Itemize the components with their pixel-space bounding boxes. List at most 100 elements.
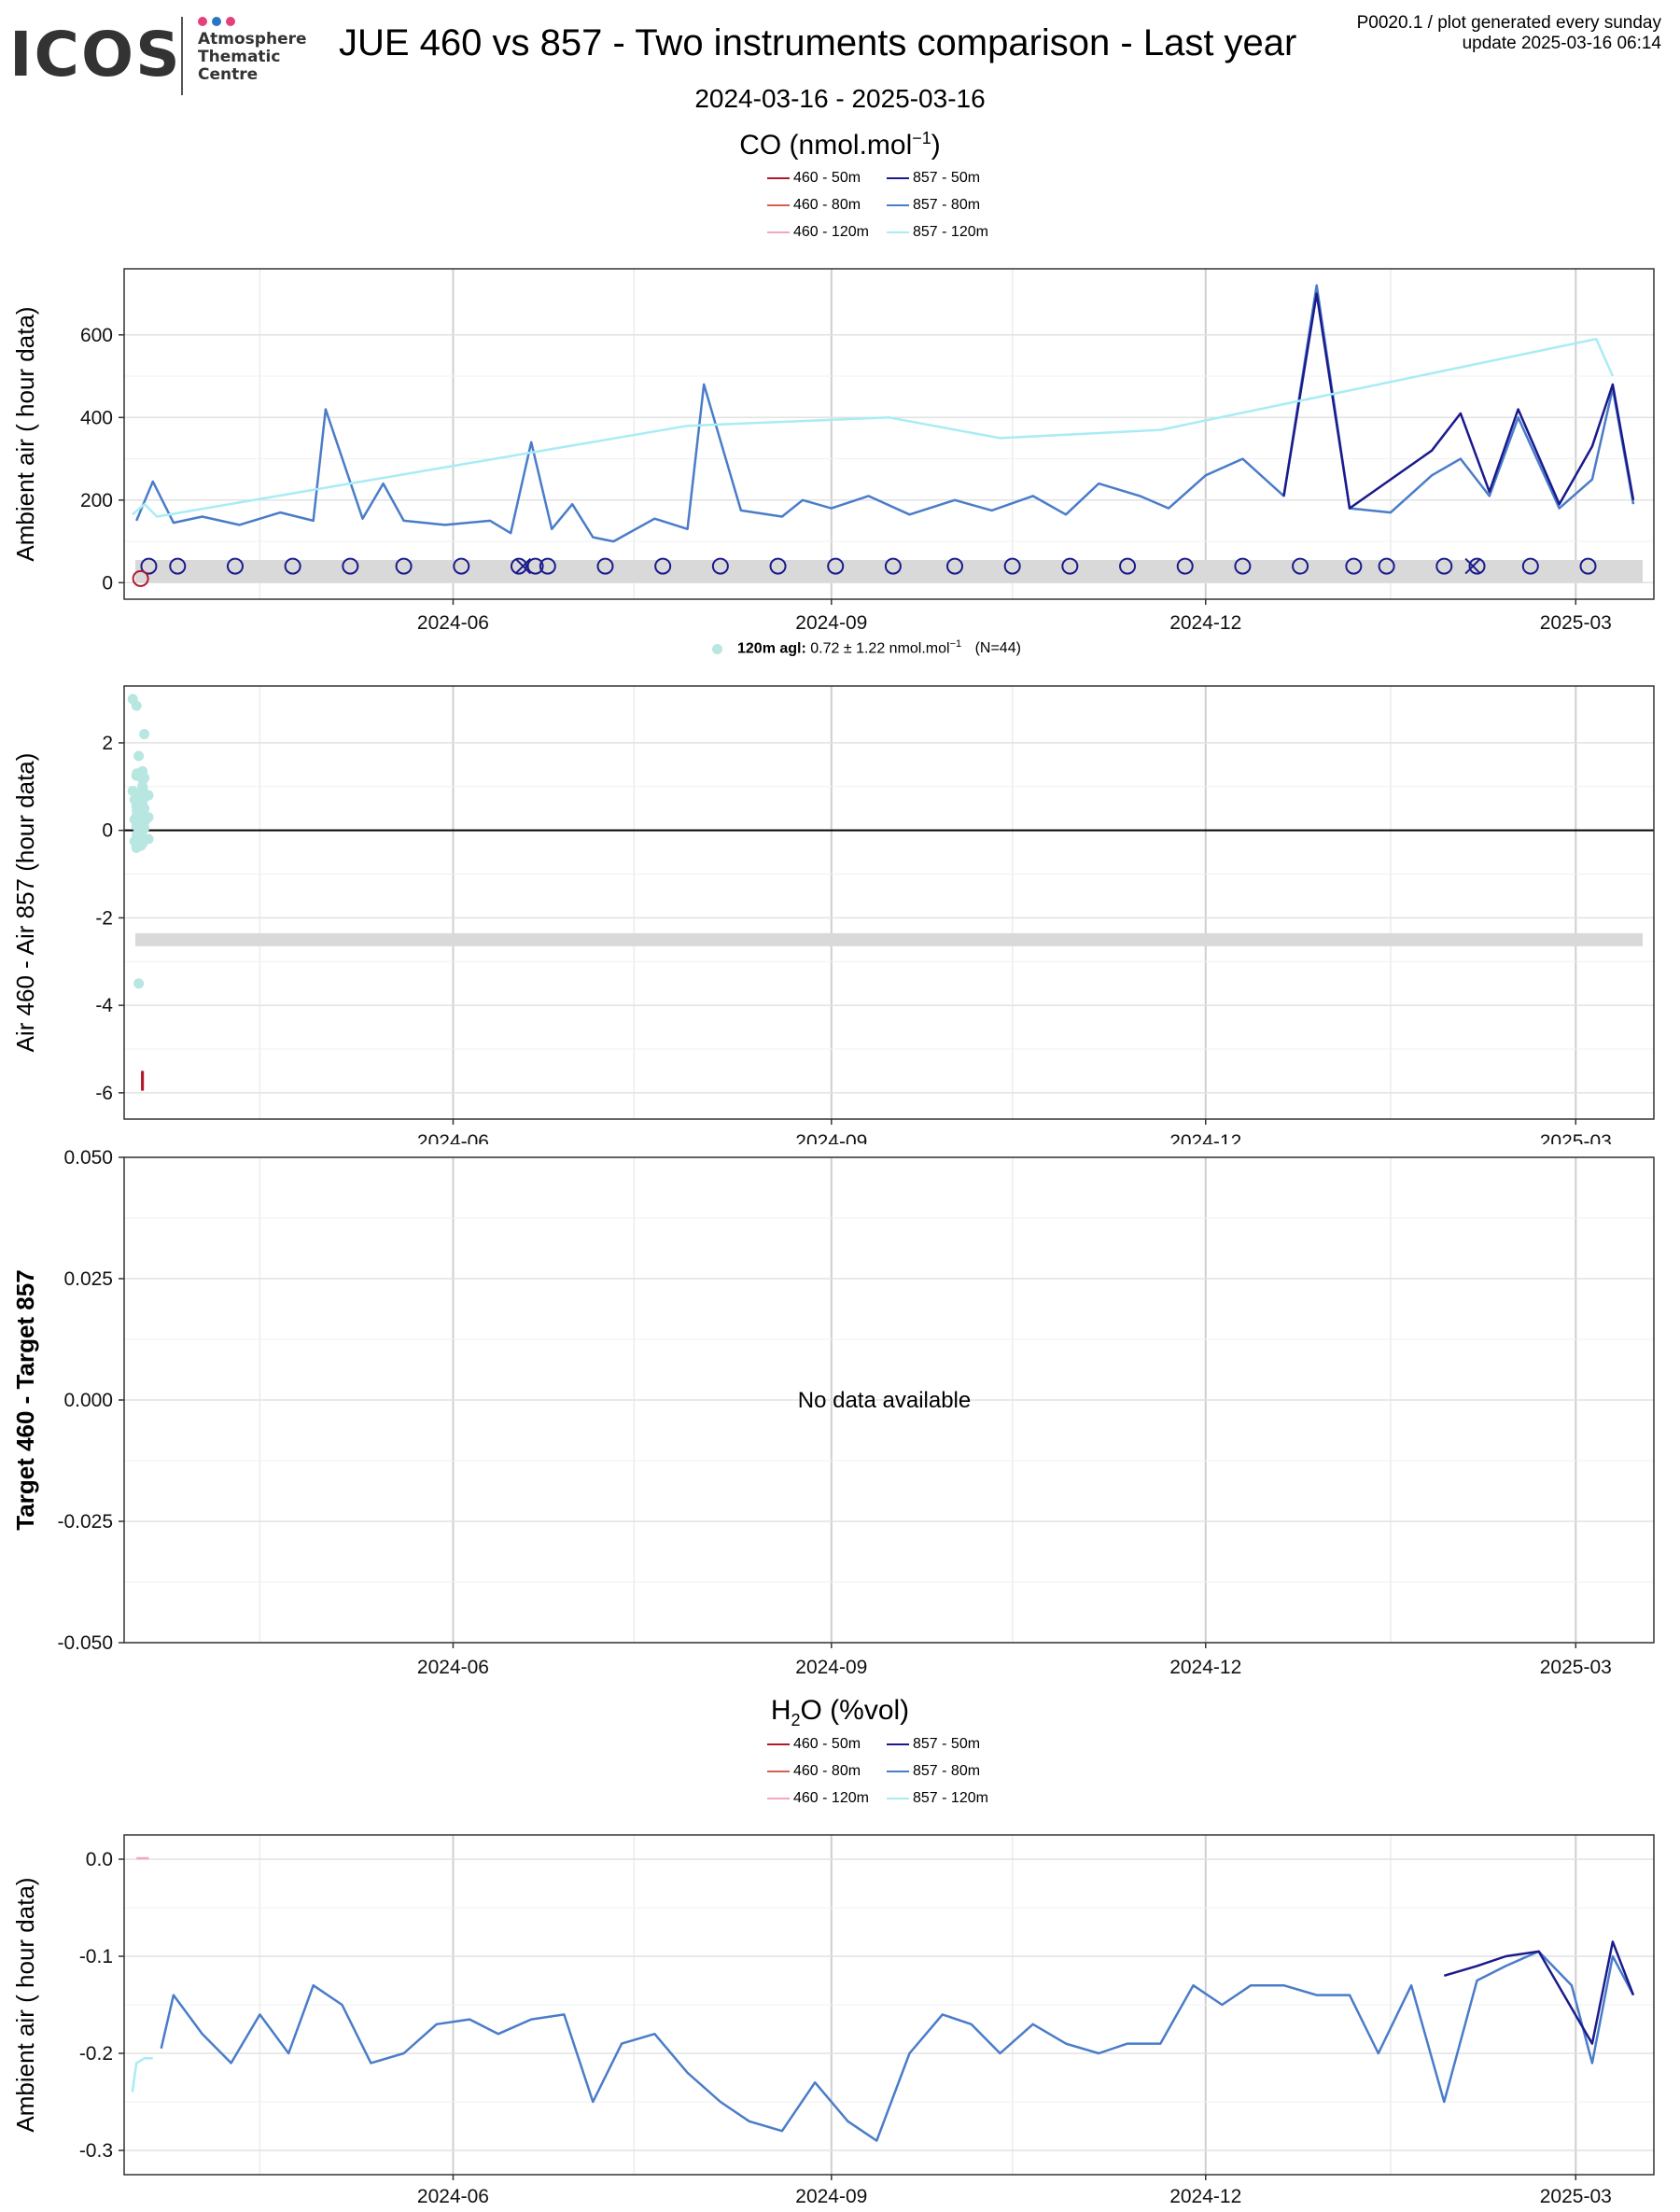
plot-border (123, 1156, 1655, 1644)
y-axis-label: Air 460 - Air 857 (hour data) (11, 753, 39, 1053)
data-point (133, 978, 145, 989)
h2o-title-end: O (%vol) (800, 1695, 910, 1726)
diff-legend-n: (N=44) (974, 640, 1021, 657)
reference-band (135, 932, 1643, 946)
co-legend-label: 460 - 50m (793, 170, 861, 186)
data-point (132, 805, 143, 817)
diff-legend-bold: 120m agl: (737, 640, 806, 657)
y-tick-label: 2 (102, 733, 113, 754)
co-legend-key (767, 231, 790, 233)
header-note: P0020.1 / plot generated every sunday up… (1357, 13, 1661, 54)
h2o-title-sub: 2 (791, 1711, 801, 1729)
calibration-circle-marker (945, 557, 963, 575)
series-line-857-80m (135, 284, 1635, 543)
calibration-circle-marker (1521, 557, 1539, 575)
diff-legend-dot (712, 643, 722, 654)
h2o-legend-item: 460 - 80m (767, 1763, 861, 1780)
calibration-circle-marker (711, 557, 729, 575)
y-axis-label: Ambient air ( hour data) (11, 306, 39, 561)
y-tick-label: -0.050 (57, 1632, 113, 1654)
co-legend-key (887, 176, 909, 179)
date-range: 2024-03-16 - 2025-03-16 (694, 84, 986, 113)
data-point (134, 822, 146, 833)
header-note-line1: P0020.1 / plot generated every sunday (1356, 13, 1661, 33)
logo-line-3: Centre (198, 65, 259, 84)
y-axis-label: Target 460 - Target 857 (11, 1269, 39, 1530)
logo-line-2: Thematic (198, 48, 281, 66)
y-tick-label: 200 (80, 490, 113, 511)
co-legend-key (887, 231, 909, 233)
target-diff-chart: 2024-06 2024-09 2024-12 2025-03 -0.050 -0.025… (11, 1147, 1655, 1676)
data-point (131, 700, 142, 711)
y-tick-label: -0.1 (79, 1946, 113, 1967)
calibration-circle-marker (395, 557, 413, 575)
h2o-legend: 460 - 50m 857 - 50m 460 - 80m 857 - 80m … (767, 1736, 1019, 1811)
calibration-circle-marker (1468, 557, 1486, 575)
co-legend-key (767, 176, 790, 179)
h2o-legend-label: 460 - 120m (793, 1790, 869, 1806)
x-tick-label: 2024-06 (417, 1657, 489, 1676)
plot-border (123, 268, 1655, 600)
x-tick-label: 2025-03 (1540, 1131, 1612, 1144)
h2o-legend-key (767, 1743, 790, 1745)
y-tick-label: 0.0 (86, 1849, 113, 1870)
h2o-legend-key (887, 1770, 909, 1772)
x-tick-label: 2025-03 (1540, 1657, 1612, 1676)
y-tick-label: -0.3 (79, 2140, 113, 2162)
calibration-circle-marker (526, 557, 544, 575)
calibration-circle-marker (1119, 557, 1137, 575)
y-tick-label: -0.025 (57, 1511, 113, 1533)
icos-wordmark: ICOS (9, 19, 182, 91)
co-legend-key (767, 203, 790, 206)
co-legend-label: 857 - 80m (913, 197, 981, 213)
co-legend-label: 857 - 120m (913, 224, 988, 240)
icos-logo: ICOS Atmosphere Thematic Centre (9, 11, 307, 95)
series-line-857-120m (131, 2056, 153, 2093)
co-section-title: CO (nmol.mol−1) (0, 129, 1680, 161)
calibration-circle-marker (1345, 557, 1363, 575)
calibration-circle-marker (1061, 557, 1079, 575)
series-line-857-50m (1443, 1940, 1635, 2045)
h2o-legend-item: 460 - 120m (767, 1790, 869, 1807)
h2o-legend-key (887, 1797, 909, 1799)
x-tick-label: 2024-09 (795, 612, 867, 634)
logo-dot-3 (226, 17, 235, 26)
x-tick-label: 2024-09 (795, 2186, 867, 2207)
h2o-section-title: H2O (%vol) (0, 1695, 1680, 1730)
h2o-ambient-chart: 2024-06 2024-09 2024-12 2025-03 -0.3 -0.2 -0.1… (11, 1834, 1655, 2207)
y-tick-label: 600 (80, 325, 113, 346)
series-line-857-80m (160, 1950, 1635, 2142)
x-tick-label: 2024-09 (795, 1657, 867, 1676)
logo-line-1: Atmosphere (198, 30, 307, 49)
y-tick-label: 0.000 (63, 1390, 113, 1411)
logo-divider (181, 17, 183, 95)
h2o-legend-label: 460 - 80m (793, 1763, 861, 1779)
calibration-circle-marker (596, 557, 614, 575)
y-tick-label: 0.025 (63, 1268, 113, 1290)
calibration-circle-marker (1435, 557, 1453, 575)
diff-legend-sup: −1 (949, 638, 962, 650)
co-title-base: CO (nmol.mol (739, 130, 913, 161)
co-legend-item: 857 - 80m (887, 197, 980, 214)
co-legend-item: 460 - 50m (767, 170, 861, 187)
y-axis-label: Ambient air ( hour data) (11, 1877, 39, 2132)
co-legend-label: 857 - 50m (913, 170, 981, 186)
x-tick-label: 2024-09 (795, 1131, 867, 1144)
co-ambient-chart: 2024-06 2024-09 2024-12 2025-03 0 200 400 600 Am… (11, 268, 1655, 634)
calibration-cross-marker (514, 557, 532, 575)
calibration-circle-marker (1003, 557, 1021, 575)
h2o-legend-label: 857 - 120m (913, 1790, 988, 1806)
calibration-circle-marker (510, 557, 527, 575)
co-legend-label: 460 - 80m (793, 197, 861, 213)
data-point (137, 783, 148, 794)
calibration-circle-marker (284, 557, 301, 575)
plot-panel (124, 686, 1654, 1119)
h2o-legend-item: 460 - 50m (767, 1736, 861, 1753)
h2o-legend-key (887, 1743, 909, 1745)
calibration-circle-marker (827, 557, 845, 575)
co-legend-item: 857 - 50m (887, 170, 980, 187)
x-tick-label: 2024-06 (417, 2186, 489, 2207)
calibration-circle-marker (884, 557, 902, 575)
calibration-circle-marker (453, 557, 470, 575)
